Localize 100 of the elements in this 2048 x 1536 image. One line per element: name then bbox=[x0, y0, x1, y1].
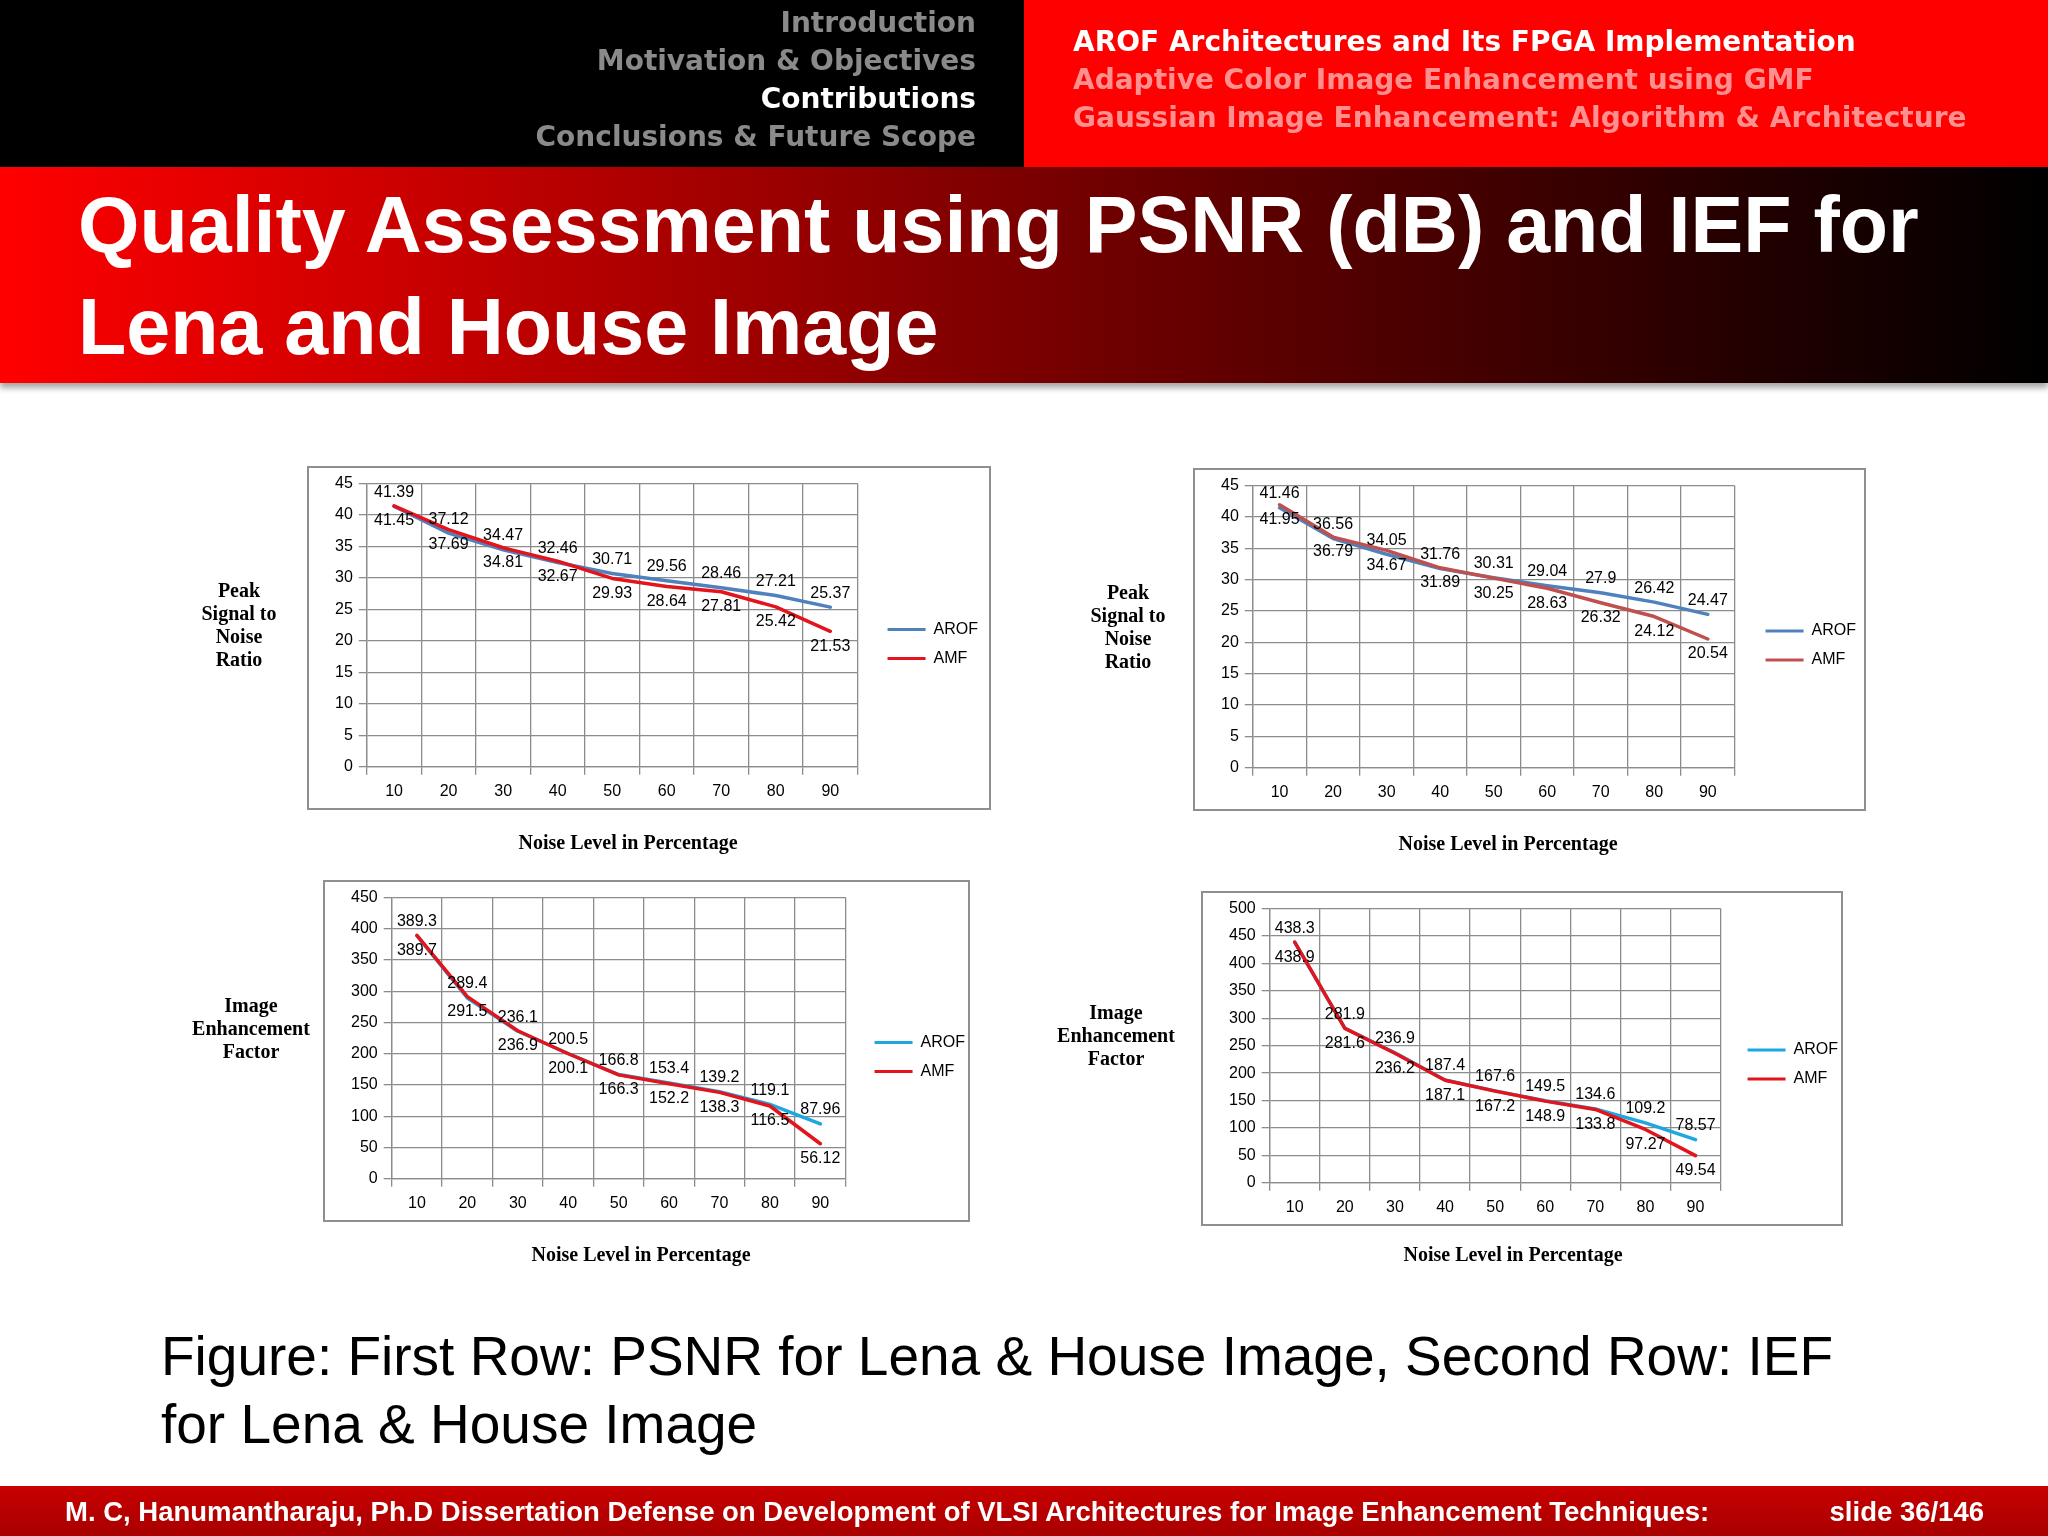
x-tick-label: 30 bbox=[1377, 782, 1396, 800]
y-tick-label: 400 bbox=[350, 919, 378, 937]
y-tick-label: 0 bbox=[343, 757, 353, 775]
y-tick-label: 300 bbox=[350, 981, 378, 999]
data-label: 41.39 bbox=[374, 482, 415, 500]
data-label: 200.5 bbox=[548, 1029, 589, 1047]
x-tick-label: 20 bbox=[1324, 782, 1343, 800]
data-label: 26.42 bbox=[1634, 578, 1675, 596]
y-tick-label: 15 bbox=[335, 662, 353, 680]
y-axis-title: Image Enhancement Factor bbox=[1056, 1000, 1176, 1070]
data-label: 30.31 bbox=[1473, 554, 1514, 572]
data-label: 134.6 bbox=[1575, 1085, 1616, 1103]
y-tick-label: 10 bbox=[1221, 695, 1239, 713]
text: Contributions bbox=[760, 82, 976, 115]
data-label: 56.12 bbox=[800, 1149, 841, 1167]
x-tick-label: 90 bbox=[821, 781, 840, 799]
y-tick-label: 40 bbox=[335, 505, 353, 523]
data-label: 27.81 bbox=[701, 597, 742, 615]
x-tick-label: 40 bbox=[1431, 782, 1450, 800]
data-label: 166.8 bbox=[598, 1050, 639, 1068]
x-tick-label: 60 bbox=[660, 1193, 679, 1211]
text: AROF Architectures and Its FPGA Implementation bbox=[1073, 25, 1856, 58]
data-label: 116.5 bbox=[750, 1111, 790, 1129]
data-label: 281.6 bbox=[1324, 1033, 1365, 1051]
y-tick-label: 200 bbox=[1228, 1063, 1256, 1081]
x-tick-label: 50 bbox=[609, 1193, 628, 1211]
data-label: 167.6 bbox=[1475, 1067, 1516, 1085]
data-label: 28.63 bbox=[1527, 593, 1568, 611]
data-label: 36.56 bbox=[1313, 514, 1354, 532]
data-label: 37.12 bbox=[428, 509, 469, 527]
data-label: 34.81 bbox=[483, 553, 524, 571]
data-label: 389.3 bbox=[396, 911, 438, 929]
data-label: 29.93 bbox=[592, 583, 633, 601]
data-label: 25.37 bbox=[810, 583, 851, 601]
data-label: 153.4 bbox=[649, 1059, 690, 1077]
legend-label: AROF bbox=[1811, 621, 1857, 639]
data-label: 37.69 bbox=[428, 535, 469, 553]
x-tick-label: 80 bbox=[761, 1193, 779, 1211]
y-tick-label: 0 bbox=[1246, 1173, 1256, 1191]
y-axis-title: Image Enhancement Factor bbox=[191, 993, 311, 1063]
x-tick-label: 10 bbox=[408, 1193, 426, 1211]
x-tick-label: 70 bbox=[710, 1193, 729, 1211]
text: Adaptive Color Image Enhancement using GMF bbox=[1073, 63, 1814, 96]
y-tick-label: 35 bbox=[1221, 538, 1239, 556]
data-label: 41.46 bbox=[1259, 484, 1300, 502]
legend-label: AROF bbox=[920, 1032, 966, 1050]
y-tick-label: 250 bbox=[1228, 1036, 1256, 1054]
y-tick-label: 45 bbox=[1221, 476, 1239, 494]
data-label: 187.1 bbox=[1425, 1085, 1466, 1103]
x-tick-label: 70 bbox=[1591, 782, 1610, 800]
legend-label: AMF bbox=[1793, 1069, 1828, 1087]
data-label: 32.67 bbox=[537, 566, 578, 584]
data-label: 30.25 bbox=[1473, 583, 1514, 601]
y-tick-label: 35 bbox=[335, 536, 353, 554]
data-label: 21.53 bbox=[810, 636, 851, 654]
data-label: 167.2 bbox=[1475, 1096, 1516, 1114]
x-tick-label: 40 bbox=[1436, 1197, 1455, 1215]
data-label: 187.4 bbox=[1425, 1056, 1466, 1074]
x-tick-label: 40 bbox=[559, 1193, 578, 1211]
data-label: 30.71 bbox=[592, 549, 633, 567]
data-label: 25.42 bbox=[755, 612, 796, 630]
y-tick-label: 5 bbox=[343, 725, 353, 743]
legend-label: AMF bbox=[933, 648, 968, 666]
data-label: 36.79 bbox=[1313, 542, 1354, 560]
y-tick-label: 30 bbox=[1221, 570, 1239, 588]
x-tick-label: 50 bbox=[1486, 1197, 1505, 1215]
x-tick-label: 50 bbox=[1484, 782, 1503, 800]
data-label: 24.12 bbox=[1634, 621, 1675, 639]
legend-label: AROF bbox=[933, 619, 979, 637]
data-label: 41.95 bbox=[1259, 510, 1300, 528]
data-label: 236.1 bbox=[497, 1007, 538, 1025]
data-label: 49.54 bbox=[1675, 1161, 1716, 1179]
x-tick-label: 70 bbox=[712, 781, 731, 799]
data-label: 29.56 bbox=[646, 557, 687, 575]
data-label: 27.9 bbox=[1585, 569, 1617, 587]
data-label: 236.2 bbox=[1374, 1058, 1416, 1076]
x-tick-label: 10 bbox=[1270, 782, 1289, 800]
y-tick-label: 0 bbox=[1229, 758, 1239, 776]
text: Gaussian Image Enhancement: Algorithm & Architecture bbox=[1073, 101, 1967, 134]
text: Figure: First Row: PSNR for Lena & House Image, Second Row: IEF for Lena & House Image bbox=[161, 1324, 1835, 1457]
data-label: 291.5 bbox=[447, 1002, 488, 1020]
y-tick-label: 0 bbox=[368, 1169, 378, 1187]
y-tick-label: 15 bbox=[1221, 664, 1239, 682]
y-tick-label: 350 bbox=[1228, 981, 1256, 999]
data-label: 152.2 bbox=[649, 1089, 690, 1107]
y-tick-label: 150 bbox=[350, 1075, 378, 1093]
y-tick-label: 200 bbox=[350, 1044, 378, 1062]
data-label: 34.47 bbox=[483, 526, 524, 544]
y-tick-label: 10 bbox=[335, 694, 353, 712]
x-tick-label: 30 bbox=[508, 1193, 527, 1211]
x-axis-title: Noise Level in Percentage bbox=[518, 830, 738, 854]
y-tick-label: 25 bbox=[1221, 601, 1239, 619]
x-tick-label: 30 bbox=[494, 781, 513, 799]
legend-label: AMF bbox=[1811, 650, 1846, 668]
x-tick-label: 80 bbox=[1645, 782, 1664, 800]
legend-label: AROF bbox=[1793, 1040, 1839, 1058]
x-tick-label: 10 bbox=[385, 781, 404, 799]
data-label: 41.45 bbox=[374, 511, 415, 529]
x-tick-label: 90 bbox=[1698, 782, 1717, 800]
data-label: 166.3 bbox=[598, 1080, 639, 1098]
